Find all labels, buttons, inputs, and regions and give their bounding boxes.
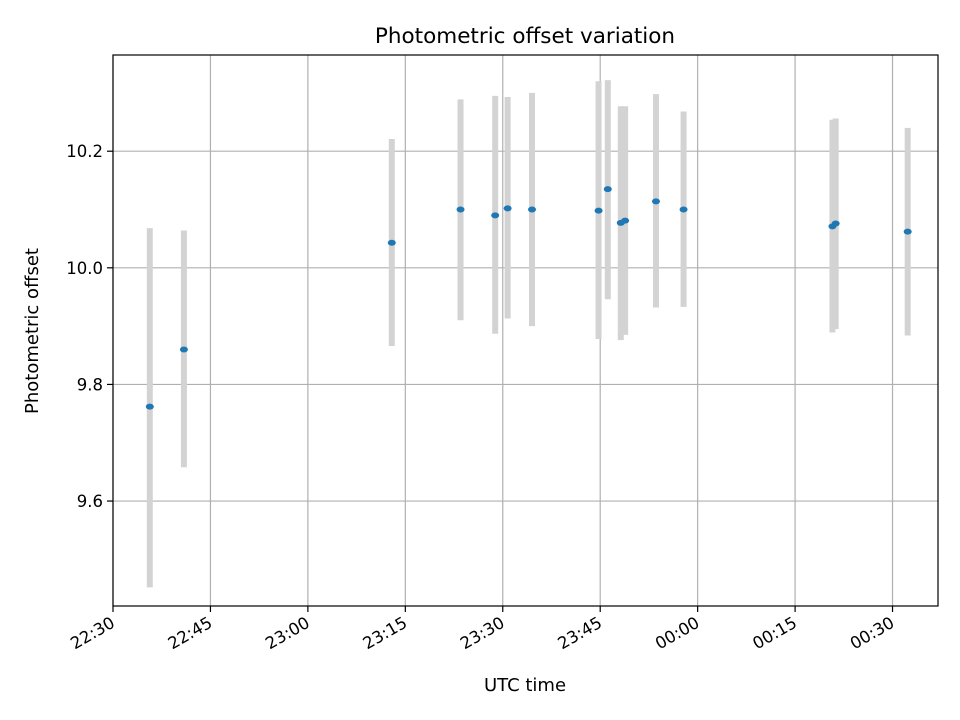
data-point	[594, 207, 603, 214]
data-point	[903, 228, 912, 235]
data-point	[145, 403, 154, 410]
data-point	[651, 198, 660, 205]
plot-frame	[112, 54, 939, 607]
grid	[112, 55, 938, 606]
plot-area-background	[113, 55, 938, 606]
data-point	[503, 205, 512, 212]
data-point	[179, 346, 188, 353]
data-point	[831, 220, 840, 227]
data-point	[603, 186, 612, 193]
x-axis-title: UTC time	[484, 675, 566, 696]
data-points	[145, 186, 912, 410]
data-point	[527, 206, 536, 213]
y-axis-title: Photometric offset	[22, 248, 43, 414]
y-tick-label: 10.2	[66, 142, 103, 161]
data-point	[491, 212, 500, 219]
y-tick-label: 10.0	[66, 259, 103, 278]
y-axis-ticks: 9.6 9.8 10.0 10.2	[66, 142, 113, 511]
data-point	[621, 217, 630, 224]
y-tick-label: 9.8	[77, 375, 103, 394]
data-point	[387, 239, 396, 246]
chart-title: Photometric offset variation	[375, 24, 675, 49]
data-point	[679, 206, 688, 213]
y-tick-label: 9.6	[77, 492, 103, 511]
data-point	[456, 206, 465, 213]
